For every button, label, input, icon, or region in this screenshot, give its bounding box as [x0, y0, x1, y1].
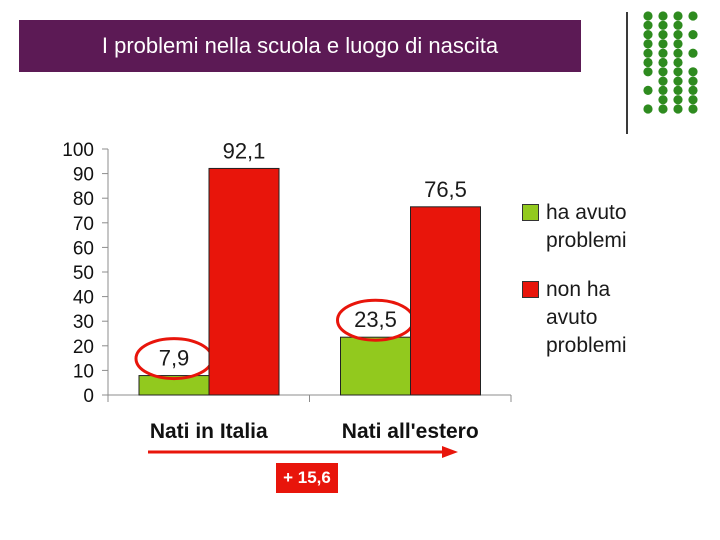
slide-title: I problemi nella scuola e luogo di nasci…	[19, 20, 581, 72]
bar-no-problems	[410, 206, 481, 396]
arrow-head	[442, 446, 458, 458]
y-tick-label: 20	[73, 337, 94, 358]
decorative-dot	[673, 57, 683, 68]
decorative-dot	[658, 57, 668, 68]
difference-badge: + 15,6	[276, 463, 338, 493]
y-tick-label: 100	[62, 140, 94, 161]
y-tick-label: 30	[73, 312, 94, 333]
decorative-dot	[643, 39, 653, 49]
decorative-dot	[688, 85, 698, 95]
decorative-dot	[688, 104, 698, 114]
decorative-dot	[673, 11, 683, 21]
decorative-dot	[673, 48, 683, 58]
decorative-dot	[688, 11, 698, 21]
decorative-dot	[643, 104, 653, 114]
y-tick-label: 70	[73, 214, 94, 235]
y-tick-label: 10	[73, 361, 94, 382]
decorative-dot	[688, 95, 698, 105]
y-tick-label: 60	[73, 238, 94, 259]
y-tick-label: 50	[73, 263, 94, 284]
decorative-dot	[673, 30, 683, 40]
legend-label-problems: ha avuto problemi	[546, 201, 627, 252]
decorative-dot	[658, 76, 668, 86]
decorative-dot	[658, 20, 668, 30]
decorative-dot	[643, 11, 653, 21]
decorative-dot	[643, 57, 653, 68]
decorative-dot	[673, 104, 683, 114]
data-label: 7,9	[159, 346, 190, 371]
vertical-divider	[626, 12, 628, 134]
decorative-dot	[673, 85, 683, 95]
decorative-dot	[658, 48, 668, 58]
decorative-dot	[673, 39, 683, 49]
decorative-dot	[643, 48, 653, 58]
decorative-dot	[643, 85, 653, 95]
decorative-dot	[658, 11, 668, 21]
bar-problems	[340, 336, 411, 396]
data-label: 92,1	[223, 138, 266, 163]
bar-no-problems	[208, 167, 280, 396]
decorative-dot	[658, 39, 668, 49]
decorative-dot-grid	[643, 11, 698, 114]
decorative-dot	[643, 20, 653, 30]
y-tick-label: 90	[73, 165, 94, 186]
decorative-dot	[658, 67, 668, 77]
y-tick-label: 40	[73, 288, 94, 309]
decorative-dot	[688, 67, 698, 77]
decorative-dot	[658, 104, 668, 114]
legend-swatch-problems	[522, 204, 539, 221]
decorative-dot	[673, 20, 683, 30]
category-label: Nati all'estero	[342, 420, 479, 443]
decorative-dot	[643, 67, 653, 77]
legend-swatch-no-problems	[522, 281, 539, 298]
decorative-dot	[643, 30, 653, 40]
data-label: 76,5	[424, 177, 467, 202]
category-label: Nati in Italia	[150, 420, 268, 443]
decorative-dot	[658, 95, 668, 105]
data-label: 23,5	[354, 307, 397, 332]
decorative-dot	[688, 48, 698, 58]
legend-label-no-problems: non ha avuto problemi	[546, 278, 627, 357]
decorative-dot	[688, 30, 698, 40]
decorative-dot	[658, 85, 668, 95]
decorative-dot	[673, 95, 683, 105]
y-tick-label: 0	[83, 386, 94, 407]
decorative-dot	[673, 76, 683, 86]
decorative-dot	[673, 67, 683, 77]
decorative-dot	[688, 76, 698, 86]
decorative-dot	[658, 30, 668, 40]
y-tick-label: 80	[73, 189, 94, 210]
